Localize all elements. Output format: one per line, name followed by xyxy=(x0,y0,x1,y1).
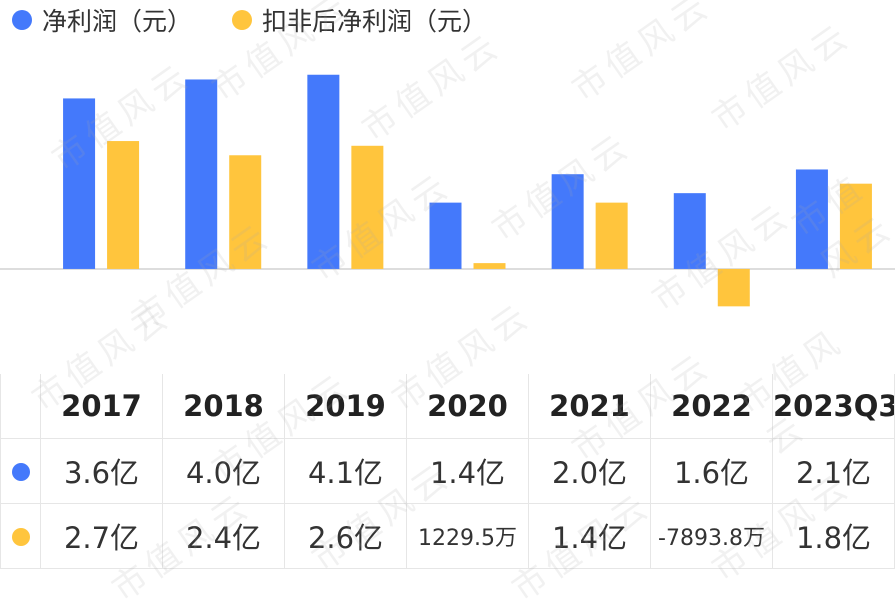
bar-deducted-net-profit-2021[interactable] xyxy=(595,202,628,269)
bar-deducted-net-profit-2020[interactable] xyxy=(473,263,506,269)
bar-net-profit-2017[interactable] xyxy=(63,98,96,269)
bar-net-profit-2020[interactable] xyxy=(429,202,462,269)
legend-dot-net-profit xyxy=(12,10,32,30)
table-cell: 1.6亿 xyxy=(650,438,773,504)
legend-label-deducted-net-profit: 扣非后净利润（元） xyxy=(262,7,488,36)
bar-deducted-net-profit-2023q3[interactable] xyxy=(839,183,872,269)
table-cell: 2.7亿 xyxy=(40,503,163,569)
table-row-deducted-net-profit: 2.7亿 2.4亿 2.6亿 1229.5万 1.4亿 -7893.8万 1.8… xyxy=(0,503,895,569)
table-header-2021: 2021 xyxy=(528,374,651,439)
table-header-2022: 2022 xyxy=(650,374,773,439)
table-row-net-profit: 3.6亿 4.0亿 4.1亿 1.4亿 2.0亿 1.6亿 2.1亿 xyxy=(0,438,895,504)
bar-deducted-net-profit-2017[interactable] xyxy=(107,141,140,269)
table-cell: 2.0亿 xyxy=(528,438,651,504)
row-dot-net-profit xyxy=(11,463,30,481)
legend-dot-deducted-net-profit xyxy=(232,10,253,30)
table-header-row: 2017 2018 2019 2020 2021 2022 2023Q3 xyxy=(0,374,895,439)
chart-legend: 净利润（元） 扣非后净利润（元） xyxy=(12,2,527,38)
row-dot-deducted-net-profit xyxy=(11,528,30,546)
bar-deducted-net-profit-2022[interactable] xyxy=(717,268,750,307)
table-cell: 4.0亿 xyxy=(162,438,285,504)
table-cell: 1.4亿 xyxy=(528,503,651,569)
table-cell: 2.1亿 xyxy=(772,438,895,504)
table-header-2023q3: 2023Q3 xyxy=(772,374,895,439)
table-header-2017: 2017 xyxy=(40,374,163,439)
table-header-2020: 2020 xyxy=(406,374,529,439)
table-cell: 3.6亿 xyxy=(40,438,163,504)
bar-net-profit-2022[interactable] xyxy=(673,193,706,269)
legend-label-net-profit: 净利润（元） xyxy=(42,7,193,36)
table-cell: 4.1亿 xyxy=(284,438,407,504)
table-header-2019: 2019 xyxy=(284,374,407,439)
table-cell: 2.6亿 xyxy=(284,503,407,569)
table-cell: 1.8亿 xyxy=(772,503,895,569)
table-header-corner xyxy=(0,374,41,439)
table-cell small: 1229.5万 xyxy=(406,503,529,569)
bar-deducted-net-profit-2019[interactable] xyxy=(351,145,384,269)
bar-net-profit-2019[interactable] xyxy=(307,74,340,269)
table-cell small: -7893.8万 xyxy=(650,503,773,569)
data-table: 2017 2018 2019 2020 2021 2022 2023Q3 3.6… xyxy=(0,374,895,569)
bar-net-profit-2021[interactable] xyxy=(551,174,584,269)
bar-net-profit-2018[interactable] xyxy=(185,79,218,269)
bar-deducted-net-profit-2018[interactable] xyxy=(229,155,262,269)
row-marker-deducted-net-profit xyxy=(0,503,41,569)
legend-item-deducted-net-profit[interactable]: 扣非后净利润（元） xyxy=(232,2,487,38)
bar-chart xyxy=(0,74,895,307)
row-marker-net-profit xyxy=(0,438,41,504)
legend-item-net-profit[interactable]: 净利润（元） xyxy=(12,2,192,38)
table-cell: 2.4亿 xyxy=(162,503,285,569)
table-cell: 1.4亿 xyxy=(406,438,529,504)
table-header-2018: 2018 xyxy=(162,374,285,439)
bar-net-profit-2023q3[interactable] xyxy=(795,169,828,269)
